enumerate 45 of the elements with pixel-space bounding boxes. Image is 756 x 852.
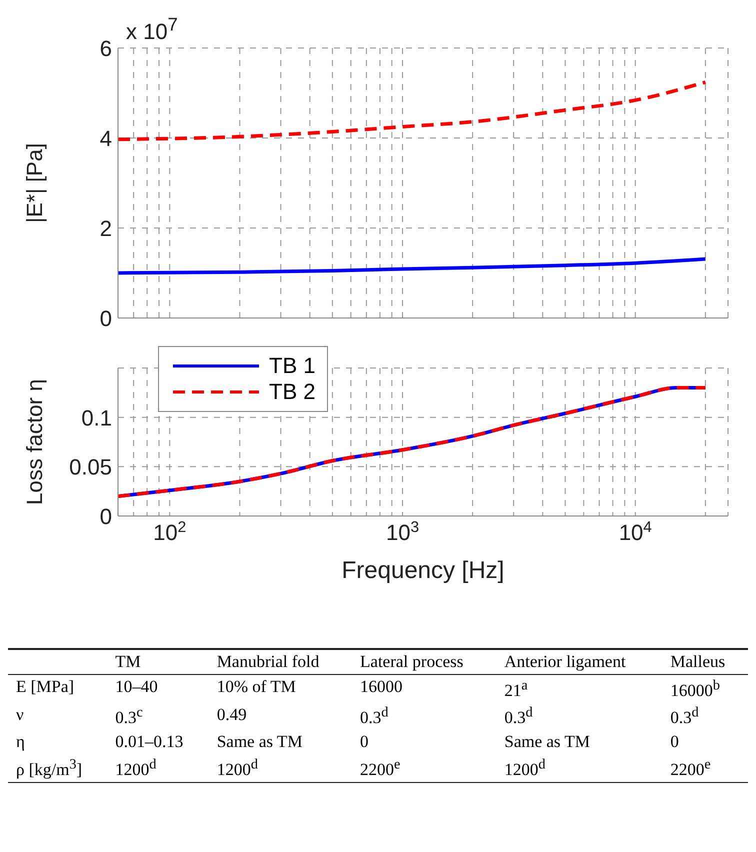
x-axis-title: Frequency [Hz] (342, 557, 504, 584)
legend-label: TB 2 (269, 379, 316, 405)
text: 1200$^{d}$ (504, 756, 546, 779)
text: 10% of TM (216, 677, 296, 696)
category-label: Malleus (670, 652, 726, 671)
text: 1200$^{d}$ (216, 756, 258, 779)
text: 0.3$^{d}$ (360, 704, 388, 728)
text: 1200$^{d}$ (115, 756, 156, 779)
category-label: ν (16, 704, 24, 724)
x-tick-label: 10$^{4}$ (618, 518, 652, 545)
category-label: E [MPa] (16, 677, 74, 696)
y-tick-label: 0.05 (69, 454, 112, 480)
y-axis-title: Loss factor η (22, 379, 47, 505)
y-tick-label: 6 (100, 36, 112, 61)
text: 0.3$^{d}$ (504, 704, 533, 728)
text: Same as TM (504, 732, 590, 752)
text: 0.01–0.13 (115, 732, 184, 752)
text: 2200$^{e}$ (670, 756, 711, 779)
y-axis-title: |E*| [Pa] (22, 143, 47, 223)
legend-label: TB 1 (269, 353, 316, 379)
y-tick-label: 0.1 (81, 405, 112, 430)
y-tick-label: 0 (100, 504, 112, 529)
text: 10–40 (115, 677, 158, 696)
x-tick-label: 10$^{3}$ (386, 518, 420, 545)
category-label: Manubrial fold (216, 652, 320, 671)
text: Same as TM (216, 732, 302, 752)
y-tick-label: 2 (100, 216, 112, 241)
text: 16000$^{b}$ (670, 677, 720, 700)
text: 0 (360, 732, 369, 752)
category-label: η (16, 732, 25, 752)
text: 0 (670, 732, 679, 752)
text: 21$^{a}$ (504, 677, 528, 700)
text: 16000 (360, 677, 403, 696)
text: x 10$^{7}$ (126, 14, 178, 44)
category-label: Lateral process (360, 652, 464, 671)
x-tick-label: 10$^{2}$ (153, 518, 186, 545)
text: 0.3$^{d}$ (670, 704, 699, 728)
category-label: ρ [kg/m$^{3}$] (16, 756, 82, 779)
category-label: Anterior ligament (504, 652, 626, 671)
y-tick-label: 4 (100, 126, 112, 151)
category-label: TM (115, 652, 141, 671)
y-tick-label: 0 (100, 306, 112, 331)
text: 0.49 (216, 704, 247, 724)
text: 2200$^{e}$ (360, 756, 400, 779)
text: 0.3$^{c}$ (115, 704, 143, 728)
